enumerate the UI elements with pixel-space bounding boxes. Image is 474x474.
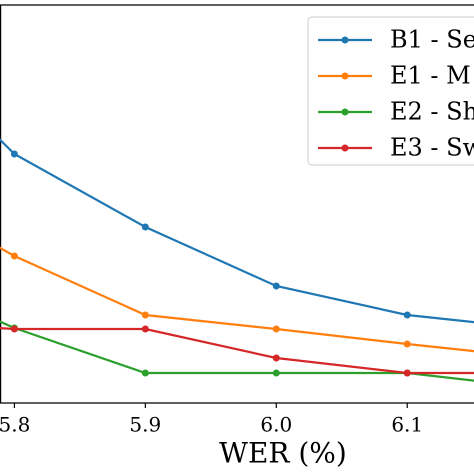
series-line: [0, 320, 474, 382]
series-line: [0, 327, 474, 375]
legend-marker: [341, 36, 349, 44]
point: [10, 150, 18, 158]
legend-label: E1 - M: [390, 62, 471, 90]
series-line: [0, 138, 474, 324]
point: [272, 354, 280, 362]
legend-marker: [341, 108, 349, 116]
point: [10, 252, 18, 260]
point: [272, 325, 280, 333]
point: [141, 369, 149, 377]
legend-box: [307, 16, 474, 166]
legend-marker: [341, 144, 349, 152]
x-tick-label: 5.8: [0, 413, 30, 437]
point: [10, 325, 18, 333]
point: [403, 340, 411, 348]
x-axis-label: WER (%): [219, 437, 347, 470]
point: [141, 311, 149, 319]
x-tick-label: 6.1: [391, 413, 423, 437]
x-tick-label: 5.9: [129, 413, 161, 437]
point: [272, 369, 280, 377]
legend-label: E2 - Sh: [390, 98, 474, 126]
legend: B1 - Se E1 - M E2 - Sh E3 - Sw: [307, 16, 474, 166]
legend-marker: [341, 72, 349, 80]
point: [272, 282, 280, 290]
point: [141, 223, 149, 231]
legend-label: E3 - Sw: [390, 134, 474, 162]
point: [141, 325, 149, 333]
x-tick-label: 6.0: [260, 413, 292, 437]
point: [403, 311, 411, 319]
series-line: [0, 246, 474, 353]
point: [403, 369, 411, 377]
legend-label: B1 - Se: [390, 26, 474, 54]
plot-area: [0, 138, 474, 382]
